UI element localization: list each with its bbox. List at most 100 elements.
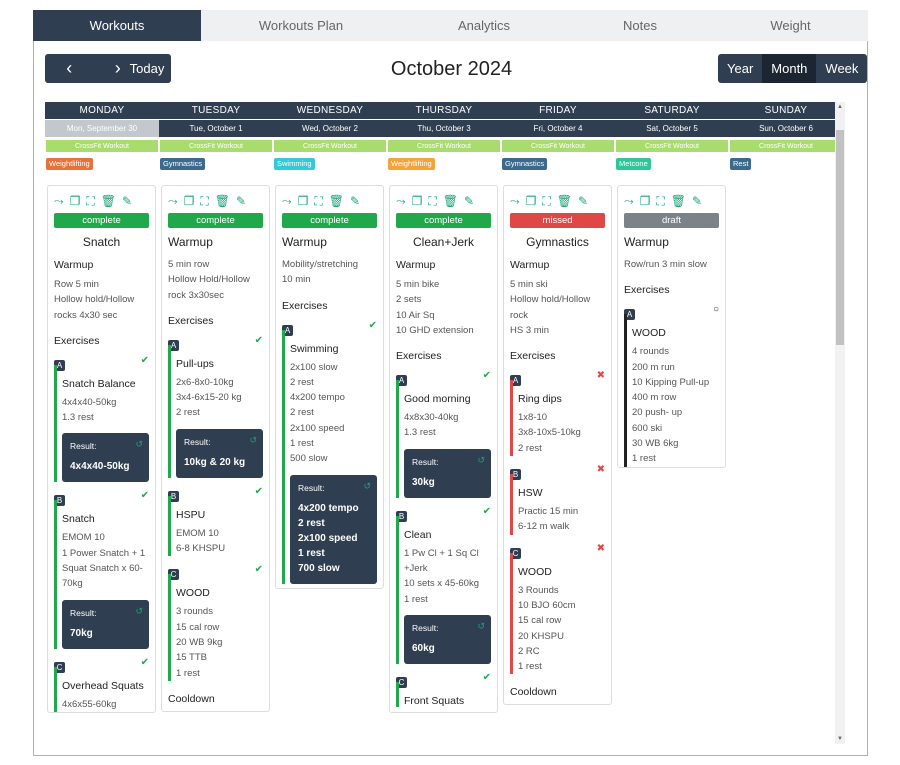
view-week-button[interactable]: Week — [816, 54, 867, 83]
workout-type-tag[interactable]: CrossFit Workout — [730, 140, 842, 152]
exercise-name: Overhead Squats — [62, 679, 144, 692]
expand-icon[interactable]: ⛶ — [200, 194, 209, 208]
exercise-block[interactable]: C ✔ WOOD 3 rounds 15 cal row 20 WB 9kg 15 T… — [168, 564, 263, 681]
workout-type-tag[interactable]: CrossFit Workout — [160, 140, 272, 152]
result-box[interactable]: Result: ↺ 10kg & 20 kg — [176, 428, 263, 478]
expand-icon[interactable]: ⛶ — [428, 194, 437, 208]
history-icon[interactable]: ↺ — [135, 439, 143, 450]
delete-icon[interactable]: 🗑 — [442, 194, 459, 208]
result-box[interactable]: Result: ↺ 4x200 tempo 2 rest 2x100 speed 1… — [290, 474, 377, 584]
share-icon[interactable]: ⤳ — [396, 194, 406, 208]
day-column: SUNDAY Sun, October 6 CrossFit Workout Rest — [729, 102, 843, 744]
scrollbar[interactable]: ▲ ▼ — [835, 102, 845, 744]
edit-icon[interactable]: ✎ — [464, 194, 475, 208]
today-button[interactable]: Today — [123, 54, 171, 83]
category-label[interactable]: Gymnastics — [160, 158, 206, 170]
history-icon[interactable]: ↺ — [135, 605, 143, 616]
workout-type-tag[interactable]: CrossFit Workout — [274, 140, 386, 152]
workout-type-tag[interactable]: CrossFit Workout — [616, 140, 728, 152]
exercise-letter: A — [624, 309, 635, 321]
delete-icon[interactable]: 🗑 — [556, 194, 573, 208]
day-date: Sat, October 5 — [615, 120, 729, 137]
edit-icon[interactable]: ✎ — [350, 194, 361, 208]
scroll-thumb[interactable] — [836, 130, 844, 345]
exercise-block[interactable]: A ✔ Snatch Balance 4x4x40-50kg 1.3 rest Resu… — [54, 355, 149, 483]
share-icon[interactable]: ⤳ — [510, 194, 520, 208]
check-icon: ✔ — [482, 505, 491, 517]
delete-icon[interactable]: 🗑 — [214, 194, 231, 208]
result-box[interactable]: Result: ↺ 4x4x40-50kg — [62, 433, 149, 483]
category-label[interactable]: Gymnastics — [502, 158, 548, 170]
share-icon[interactable]: ⤳ — [54, 194, 64, 208]
day-column: WEDNESDAY Wed, October 2 CrossFit Workout S… — [273, 102, 387, 744]
edit-icon[interactable]: ✎ — [236, 194, 247, 208]
share-icon[interactable]: ⤳ — [282, 194, 292, 208]
exercise-block[interactable]: B ✔ HSPU EMOM 10 6-8 KHSPU — [168, 486, 263, 557]
warmup-heading: Warmup — [396, 259, 436, 271]
category-label[interactable]: Weightlifting — [388, 158, 435, 170]
expand-icon[interactable]: ⛶ — [542, 194, 551, 208]
day-date: Thu, October 3 — [387, 120, 501, 137]
delete-icon[interactable]: 🗑 — [100, 194, 117, 208]
tab-analytics[interactable]: Analytics — [457, 18, 511, 33]
workout-type-tag[interactable]: CrossFit Workout — [46, 140, 158, 152]
result-box[interactable]: Result: ↺ 60kg — [404, 614, 491, 664]
exercise-text: 4x6x55-60kg — [62, 698, 117, 710]
copy-icon[interactable]: ❐ — [297, 194, 309, 208]
delete-icon[interactable]: 🗑 — [670, 194, 687, 208]
share-icon[interactable]: ⤳ — [168, 194, 178, 208]
history-icon[interactable]: ↺ — [363, 480, 371, 491]
edit-icon[interactable]: ✎ — [578, 194, 589, 208]
exercise-block[interactable]: A ✔ Good morning 4x8x30-40kg 1.3 rest Result… — [396, 370, 491, 498]
exercise-block[interactable]: C ✔ Front Squats — [396, 672, 491, 707]
exercise-letter: B — [396, 510, 407, 522]
copy-icon[interactable]: ❐ — [183, 194, 195, 208]
view-year-button[interactable]: Year — [718, 54, 763, 83]
tab-weight[interactable]: Weight — [770, 18, 811, 33]
history-icon[interactable]: ↺ — [477, 454, 485, 465]
exercise-block[interactable]: B ✖ HSW Practic 15 min 6-12 m walk — [510, 464, 605, 535]
edit-icon[interactable]: ✎ — [692, 194, 703, 208]
copy-icon[interactable]: ❐ — [411, 194, 423, 208]
expand-icon[interactable]: ⛶ — [656, 194, 665, 208]
category-label[interactable]: Swimming — [274, 158, 315, 170]
card-actions: ⤳ ❐ ⛶ 🗑 ✎ — [618, 186, 725, 210]
exercise-block[interactable]: A ✖ Ring dips 1x8-10 3x8-10x5-10kg 2 rest — [510, 370, 605, 457]
category-label[interactable]: Rest — [730, 158, 752, 170]
tab-workouts-plan[interactable]: Workouts Plan — [258, 18, 344, 33]
exercise-block[interactable]: C ✔ Overhead Squats 4x6x55-60kg — [54, 657, 149, 712]
prev-button[interactable]: ‹ — [66, 58, 73, 78]
exercise-block[interactable]: A ✔ Pull-ups 2x6-8x0-10kg 3x4-6x15-20 kg 2 … — [168, 335, 263, 478]
history-icon[interactable]: ↺ — [249, 434, 257, 445]
exercise-block[interactable]: A ○ WOOD 4 rounds 200 m run 10 Kipping Pull… — [624, 304, 719, 467]
category-label[interactable]: Weightlifting — [46, 158, 93, 170]
history-icon[interactable]: ↺ — [477, 620, 485, 631]
copy-icon[interactable]: ❐ — [69, 194, 81, 208]
exercise-block[interactable]: C ✖ WOOD 3 Rounds 10 BJO 60cm 15 cal row 20… — [510, 543, 605, 675]
category-label[interactable]: Metcone — [616, 158, 651, 170]
copy-icon[interactable]: ❐ — [639, 194, 651, 208]
workout-type-tag[interactable]: CrossFit Workout — [388, 140, 500, 152]
exercise-block[interactable]: B ✔ Snatch EMOM 10 1 Power Snatch + 1 Squat… — [54, 490, 149, 649]
exercise-block[interactable]: A ✔ Swimming 2x100 slow 2 rest 4x200 tempo … — [282, 320, 377, 584]
card-actions: ⤳ ❐ ⛶ 🗑 ✎ — [162, 186, 269, 210]
delete-icon[interactable]: 🗑 — [328, 194, 345, 208]
result-box[interactable]: Result: ↺ 30kg — [404, 448, 491, 498]
share-icon[interactable]: ⤳ — [624, 194, 634, 208]
expand-icon[interactable]: ⛶ — [314, 194, 323, 208]
result-value: 10kg & 20 kg — [184, 456, 246, 468]
tab-notes[interactable]: Notes — [623, 18, 657, 33]
scroll-up-icon[interactable]: ▲ — [837, 104, 843, 110]
tab-workouts[interactable]: Workouts — [33, 10, 201, 41]
result-box[interactable]: Result: ↺ 70kg — [62, 599, 149, 649]
check-icon: ✔ — [140, 656, 149, 668]
exercise-block[interactable]: B ✔ Clean 1 Pw Cl + 1 Sq Cl +Jerk 10 sets x… — [396, 506, 491, 664]
next-button[interactable]: › — [114, 58, 121, 78]
workout-type-tag[interactable]: CrossFit Workout — [502, 140, 614, 152]
expand-icon[interactable]: ⛶ — [86, 194, 95, 208]
scroll-down-icon[interactable]: ▼ — [837, 736, 843, 742]
edit-icon[interactable]: ✎ — [122, 194, 133, 208]
view-month-button[interactable]: Month — [762, 54, 817, 83]
copy-icon[interactable]: ❐ — [525, 194, 537, 208]
